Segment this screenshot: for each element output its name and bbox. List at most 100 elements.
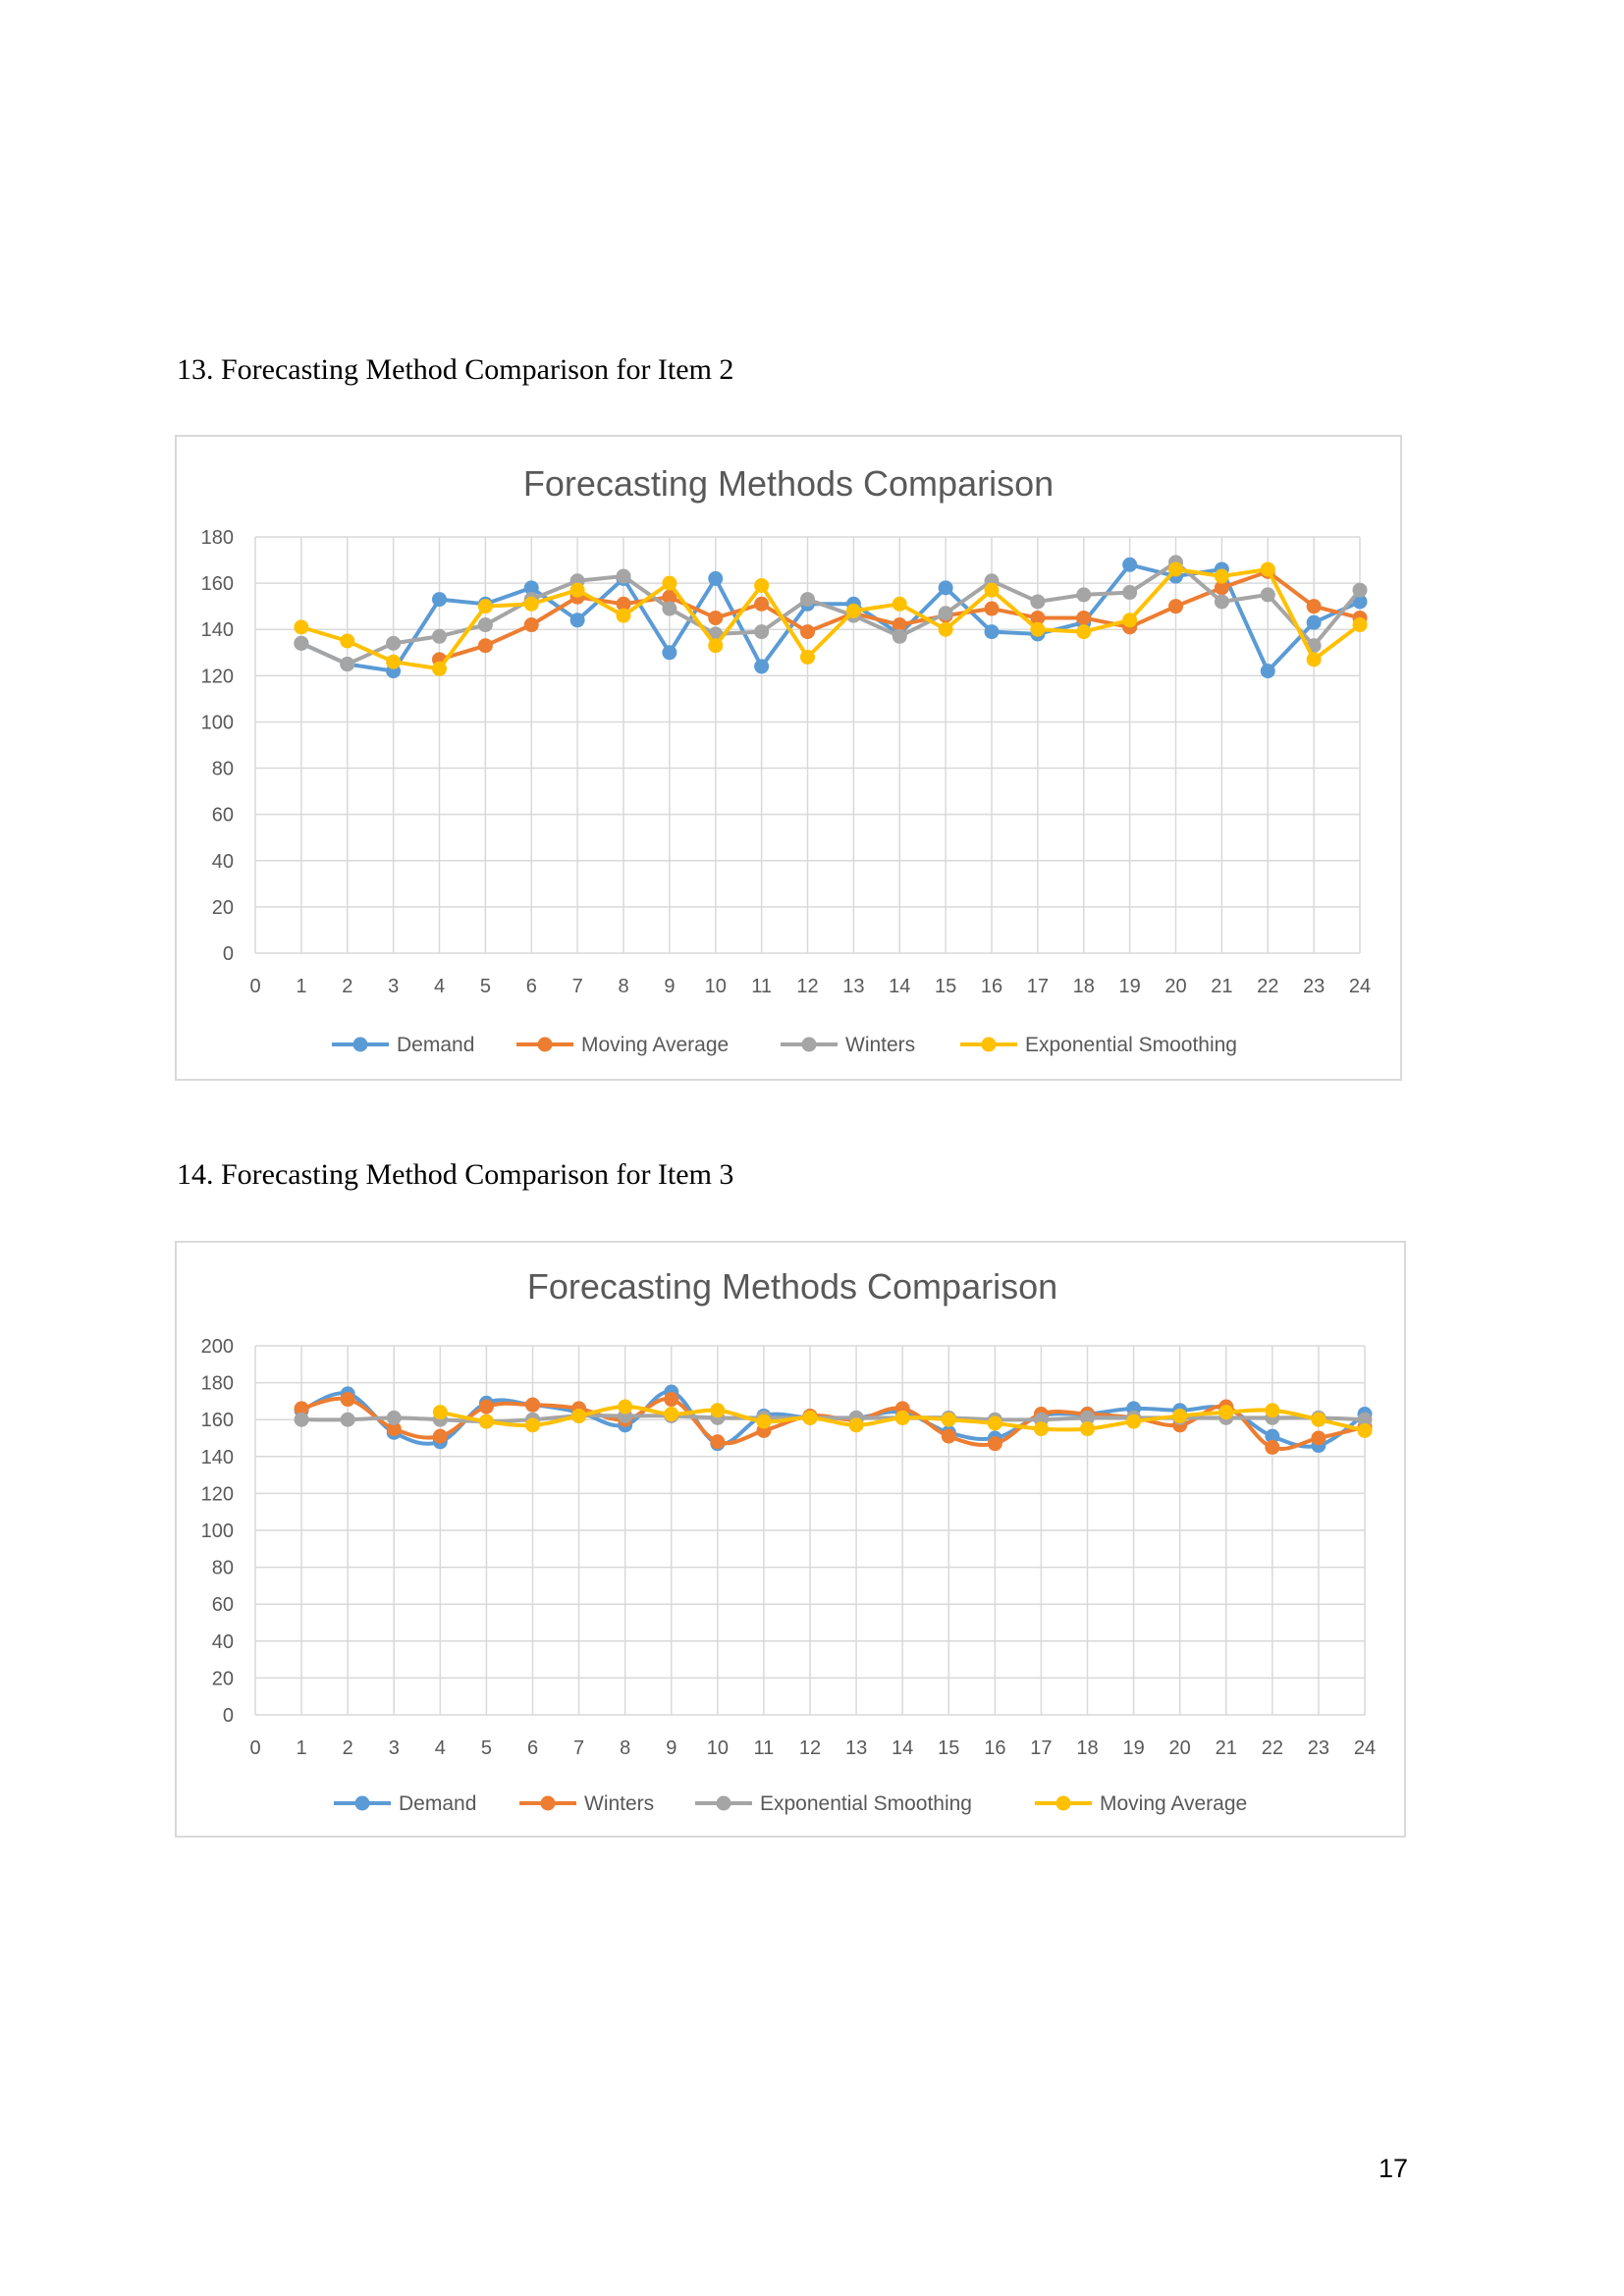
chart2-point-moving-average [478, 1414, 494, 1429]
chart1-point-winters [1260, 587, 1275, 603]
chart1-point-moving-average [892, 617, 907, 633]
chart1-point-exponential-smoothing [938, 621, 953, 637]
chart2-x-tick-label: 1 [297, 1737, 307, 1759]
chart1-point-demand [938, 580, 953, 596]
chart2-x-tick-label: 10 [707, 1737, 729, 1759]
chart2-y-tick-label: 40 [212, 1631, 234, 1653]
chart1-point-moving-average [1214, 580, 1229, 596]
chart1-x-tick-label: 21 [1211, 976, 1232, 997]
chart1-point-exponential-smoothing [569, 582, 585, 598]
chart1-point-exponential-smoothing [845, 603, 861, 618]
chart1-legend-label-demand: Demand [397, 1034, 474, 1056]
chart1-point-exponential-smoothing [386, 654, 402, 669]
chart2-x-tick-label: 7 [573, 1737, 584, 1759]
chart2-x-tick-label: 8 [620, 1737, 630, 1759]
chart2-point-moving-average [987, 1415, 1002, 1431]
chart1-point-exponential-smoothing [1076, 624, 1092, 640]
chart1-point-exponential-smoothing [984, 582, 1000, 598]
chart1-point-demand [1352, 594, 1368, 610]
chart2-x-tick-label: 17 [1030, 1737, 1052, 1759]
chart1-x-tick-label: 13 [842, 976, 864, 997]
chart2-point-exponential-smoothing [1080, 1410, 1095, 1425]
chart2-legend-label-winters: Winters [584, 1792, 654, 1815]
chart1-legend-label-moving-average: Moving Average [581, 1034, 729, 1056]
chart1-x-tick-label: 11 [751, 976, 772, 997]
chart2-x-tick-label: 15 [938, 1737, 959, 1759]
chart1-point-demand [984, 624, 1000, 640]
chart2-point-exponential-smoothing [1357, 1412, 1373, 1427]
chart2-point-exponential-smoothing [294, 1412, 309, 1427]
chart2-x-tick-label: 24 [1354, 1737, 1376, 1759]
chart1-y-tick-label: 20 [212, 897, 234, 919]
chart2-x-tick-label: 3 [389, 1737, 400, 1759]
chart1-point-winters [616, 568, 631, 584]
chart2-point-moving-average [618, 1399, 633, 1415]
chart2-point-moving-average [1218, 1405, 1234, 1420]
chart2-x-tick-label: 16 [984, 1737, 1005, 1759]
chart2-y-tick-label: 80 [212, 1558, 234, 1579]
chart1-point-exponential-smoothing [708, 638, 724, 654]
chart1-point-moving-average [800, 624, 815, 640]
chart2-point-moving-average [1080, 1421, 1095, 1437]
chart2-y-tick-label: 60 [212, 1594, 234, 1616]
chart2-point-moving-average [1172, 1408, 1188, 1423]
chart2-y-tick-label: 160 [201, 1410, 234, 1431]
chart1-x-tick-label: 20 [1164, 976, 1186, 997]
chart2-point-winters [294, 1401, 309, 1416]
chart1-point-demand [1122, 557, 1138, 572]
chart2-x-tick-label: 23 [1308, 1737, 1329, 1759]
chart2-point-moving-average [525, 1417, 540, 1433]
section-heading-item-3: 14. Forecasting Method Comparison for It… [177, 1158, 734, 1191]
chart2-point-winters [1311, 1430, 1326, 1446]
chart1-point-moving-average [1306, 599, 1322, 614]
chart2-x-tick-label: 21 [1216, 1737, 1237, 1759]
chart1-x-tick-label: 15 [935, 976, 956, 997]
chart1-point-exponential-smoothing [662, 575, 677, 591]
chart1-point-exponential-smoothing [523, 596, 539, 612]
chart1-x-tick-label: 5 [480, 976, 491, 997]
chart1-x-tick-label: 16 [981, 976, 1002, 997]
chart1-point-winters [1352, 582, 1368, 598]
chart-item-3: Forecasting Methods Comparison 0 20 40 60 80 1… [175, 1241, 1406, 1838]
chart1-x-tick-label: 7 [572, 976, 583, 997]
chart2-point-moving-average [1311, 1412, 1326, 1427]
chart1-point-exponential-smoothing [754, 577, 770, 593]
chart1-point-winters [1030, 594, 1046, 610]
chart1-point-exponential-smoothing [432, 661, 447, 676]
chart1-legend-label-exponential-smoothing: Exponential Smoothing [1025, 1034, 1237, 1056]
chart2-x-tick-label: 9 [666, 1737, 677, 1759]
chart1-x-tick-label: 4 [434, 976, 445, 997]
chart2-legend-marker-demand [354, 1795, 370, 1811]
chart2-point-moving-average [664, 1407, 679, 1422]
chart2-y-tick-label: 140 [201, 1447, 234, 1468]
chart1-point-exponential-smoothing [892, 596, 907, 612]
chart1-point-exponential-smoothing [294, 619, 309, 635]
chart1-title: Forecasting Methods Comparison [523, 463, 1054, 504]
chart2-point-moving-average [710, 1403, 726, 1418]
chart-item-2-svg: Forecasting Methods Comparison0204060801… [201, 463, 1372, 1056]
chart1-point-moving-average [523, 617, 539, 633]
chart1-point-demand [1306, 614, 1322, 630]
chart2-point-exponential-smoothing [386, 1410, 402, 1425]
chart1-x-tick-label: 0 [249, 976, 260, 997]
chart2-point-winters [664, 1392, 679, 1408]
chart2-point-winters [941, 1428, 956, 1444]
chart1-legend-marker-winters [801, 1037, 817, 1052]
chart2-point-moving-average [1126, 1414, 1142, 1429]
chart1-point-winters [1214, 594, 1229, 610]
chart1-x-tick-label: 1 [296, 976, 306, 997]
chart1-x-tick-label: 9 [664, 976, 675, 997]
chart2-legend-marker-exponential-smoothing [716, 1795, 731, 1811]
chart1-point-demand [1260, 664, 1275, 679]
chart2-point-exponential-smoothing [340, 1412, 355, 1427]
chart2-x-tick-label: 12 [799, 1737, 821, 1759]
chart1-point-winters [754, 624, 770, 640]
chart1-series-line-demand [300, 562, 1361, 673]
chart2-title: Forecasting Methods Comparison [527, 1266, 1057, 1307]
chart2-point-demand [1265, 1428, 1280, 1444]
chart1-point-winters [662, 601, 677, 616]
chart1-y-tick-label: 140 [201, 619, 234, 641]
chart2-legend-label-demand: Demand [399, 1792, 476, 1815]
chart1-point-exponential-smoothing [1030, 621, 1046, 637]
chart2-y-tick-label: 20 [212, 1668, 234, 1689]
